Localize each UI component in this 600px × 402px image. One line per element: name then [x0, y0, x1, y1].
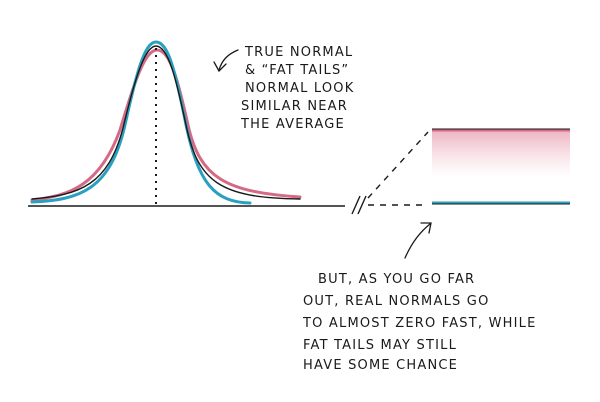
top-note: TRUE NORMAL & “FAT TAILS” NORMAL LOOK SI… [240, 45, 354, 132]
note-line: TRUE NORMAL [244, 45, 353, 60]
note-line: NORMAL LOOK [245, 81, 354, 96]
normal-curve-black [31, 45, 301, 200]
note-line: TO ALMOST ZERO FAST, WHILE [302, 316, 537, 331]
note-line: THE AVERAGE [240, 117, 345, 132]
axis-break [351, 131, 429, 215]
normal-curve-blue [30, 40, 252, 205]
note-line: OUT, REAL NORMALS GO [303, 294, 490, 309]
fat-tail-curve [30, 48, 302, 202]
note-line: BUT, AS YOU GO FAR [318, 272, 475, 287]
bottom-note: BUT, AS YOU GO FAR OUT, REAL NORMALS GO … [302, 272, 537, 373]
bell-curves [30, 40, 302, 205]
note-line: FAT TAILS MAY STILL [303, 338, 457, 353]
note-line: & “FAT TAILS” [245, 63, 349, 78]
arrows [213, 49, 432, 259]
note-line: SIMILAR NEAR [241, 99, 348, 114]
note-line: HAVE SOME CHANCE [303, 358, 458, 373]
tail-shading [432, 130, 570, 178]
